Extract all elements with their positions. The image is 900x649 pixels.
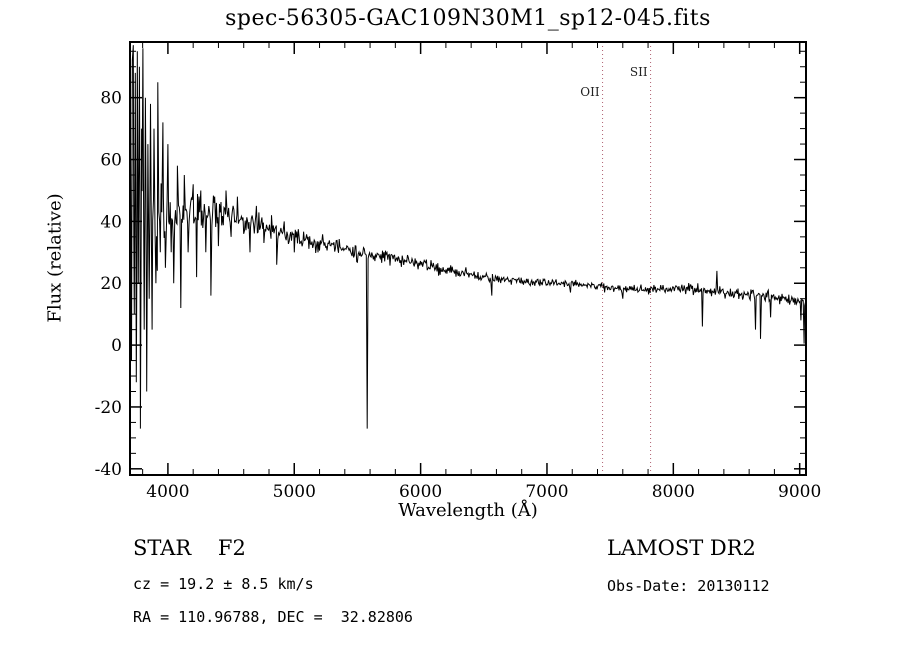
y-tick-label: 40 <box>100 212 122 232</box>
cz-value: cz = 19.2 ± 8.5 km/s <box>133 575 314 593</box>
marker-label-SII: SII <box>630 65 648 79</box>
coordinates: RA = 110.96788, DEC = 32.82806 <box>133 608 413 626</box>
x-tick-label: 4000 <box>146 482 189 502</box>
spectrum-line <box>130 45 806 429</box>
survey-label: LAMOST DR2 <box>607 536 756 560</box>
x-tick-label: 8000 <box>652 482 695 502</box>
marker-label-OII: OII <box>580 85 600 99</box>
plot-title: spec-56305-GAC109N30M1_sp12-045.fits <box>225 6 711 31</box>
y-tick-label: 80 <box>100 89 122 109</box>
y-tick-label: -40 <box>95 460 122 480</box>
x-tick-label: 6000 <box>399 482 442 502</box>
x-tick-label: 7000 <box>525 482 568 502</box>
y-tick-label: 20 <box>100 274 122 294</box>
obs-date-value: Obs-Date: 20130112 <box>607 577 770 595</box>
y-tick-label: -20 <box>95 398 122 418</box>
x-axis-label: Wavelength (Å) <box>398 500 538 521</box>
x-tick-label: 9000 <box>778 482 821 502</box>
y-tick-label: 0 <box>111 336 122 356</box>
plot-frame <box>129 41 807 476</box>
class-label: STAR F2 <box>133 536 246 560</box>
y-tick-label: 60 <box>100 151 122 171</box>
y-axis-label: Flux (relative) <box>44 193 66 323</box>
x-tick-label: 5000 <box>273 482 316 502</box>
